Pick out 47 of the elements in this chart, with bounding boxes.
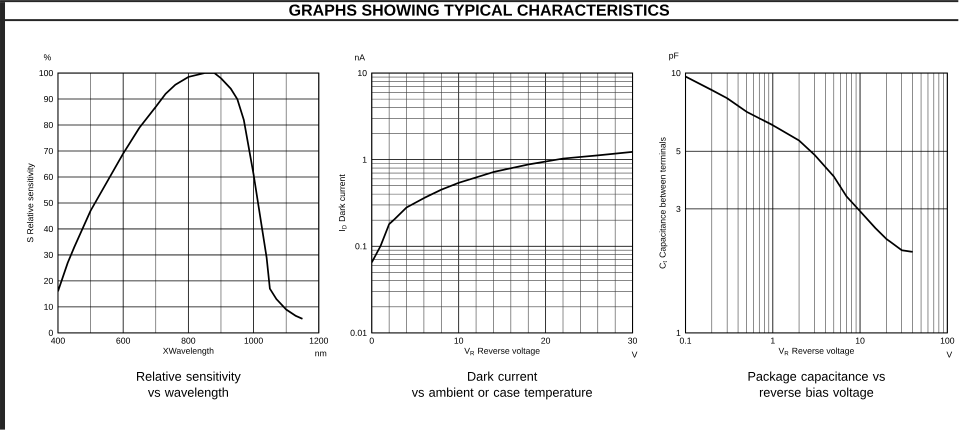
y-axis-title: I$_{D}$ Dark current bbox=[338, 174, 346, 232]
y-tick-label: 40 bbox=[44, 226, 53, 232]
x-tick-label: 10 bbox=[454, 338, 464, 344]
text: nA bbox=[355, 54, 366, 60]
text: Relative sensitivity vs wavelength bbox=[137, 372, 241, 400]
text: GRAPHS SHOWING TYPICAL CHARACTERISTICS bbox=[289, 4, 670, 16]
y-tick-label: 70 bbox=[44, 148, 53, 154]
x-axis-title: V$_{R}$ Reverse voltage bbox=[464, 348, 540, 356]
x-axis-title: XWavelength bbox=[162, 348, 214, 356]
x-tick-label: 10 bbox=[856, 338, 865, 344]
y-tick-label: 1 bbox=[362, 156, 367, 163]
y-tick-label: 3 bbox=[676, 206, 680, 212]
y-tick-label: 10 bbox=[672, 70, 680, 76]
x-tick-label: 600 bbox=[116, 338, 130, 344]
x-tick-label: 0 bbox=[370, 338, 374, 344]
y-axis-title: C$_{t}$ Capacitance between terminals bbox=[659, 137, 668, 269]
y-tick-label: 5 bbox=[676, 148, 680, 154]
y-tick-label: 30 bbox=[44, 252, 53, 258]
y-tick-label: 10 bbox=[358, 70, 367, 76]
y-tick-label: 80 bbox=[44, 122, 53, 128]
x-axis-title: V$_{R}$ Reverse voltage bbox=[778, 348, 854, 356]
y-tick-label: 100 bbox=[39, 70, 53, 76]
y-tick-label: 50 bbox=[44, 200, 53, 206]
x-tick-label: 1000 bbox=[244, 338, 263, 344]
x-tick-label: 1200 bbox=[310, 338, 328, 344]
text: Dark current vs ambient or case temperature bbox=[412, 372, 592, 400]
text: nm bbox=[315, 352, 326, 356]
y-tick-label: 60 bbox=[44, 174, 53, 180]
x-tick-label: 20 bbox=[541, 338, 550, 344]
y-axis-title: S Relative sensitivity bbox=[26, 163, 35, 242]
x-tick-label: 400 bbox=[50, 338, 65, 344]
text: V bbox=[946, 352, 952, 358]
x-tick-label: 800 bbox=[182, 338, 196, 344]
y-tick-label: 10 bbox=[44, 304, 53, 310]
text: Package capacitance vs reverse bias voltage bbox=[748, 372, 885, 400]
y-tick-label: 0.01 bbox=[350, 330, 367, 336]
x-tick-label: 1 bbox=[771, 338, 775, 344]
y-tick-label: 90 bbox=[44, 96, 53, 102]
text: V bbox=[632, 352, 638, 358]
y-tick-label: 20 bbox=[44, 278, 53, 284]
y-tick-label: 1 bbox=[676, 330, 680, 336]
x-tick-label: 100 bbox=[940, 338, 954, 344]
y-tick-label: 0 bbox=[48, 330, 53, 336]
y-tick-label: 0.1 bbox=[355, 243, 367, 250]
x-tick-label: 30 bbox=[628, 338, 638, 344]
text: % bbox=[44, 54, 51, 60]
text: pF bbox=[669, 52, 678, 60]
